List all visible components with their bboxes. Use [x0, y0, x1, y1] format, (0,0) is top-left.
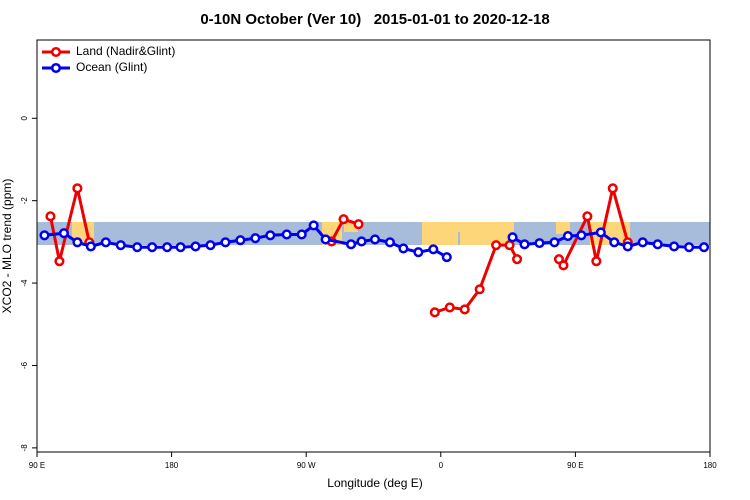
data-point	[58, 228, 69, 239]
y-tick-label: -2	[20, 197, 29, 205]
data-point	[595, 227, 606, 238]
legend-label: Ocean (Glint)	[76, 60, 147, 74]
data-point	[474, 284, 485, 295]
series-line	[44, 223, 448, 259]
x-axis-label: Longitude (deg E)	[327, 476, 422, 490]
y-tick-label: 0	[20, 116, 29, 121]
land-patch	[460, 232, 510, 245]
land-patch	[458, 222, 514, 232]
data-point	[147, 242, 158, 253]
data-point	[622, 241, 633, 252]
data-point	[281, 229, 292, 240]
x-tick-label: 0	[439, 461, 444, 470]
data-point	[353, 219, 364, 230]
data-point	[459, 304, 470, 315]
data-point	[100, 237, 111, 248]
data-point	[235, 235, 246, 246]
data-point	[507, 232, 518, 243]
x-tick-label: 180	[703, 461, 717, 470]
data-point	[369, 234, 381, 245]
land-patch	[422, 222, 458, 245]
x-tick-label: 90 W	[297, 461, 316, 470]
data-point	[162, 242, 173, 253]
y-tick-label: -4	[20, 279, 29, 287]
data-point	[558, 260, 569, 271]
y-axis-label: XCO2 - MLO trend (ppm)	[0, 179, 14, 314]
data-point	[519, 239, 530, 250]
data-point	[190, 241, 201, 252]
data-point	[698, 242, 710, 253]
x-tick-label: 180	[165, 461, 179, 470]
x-tick-label: 90 E	[29, 461, 45, 470]
land-patch	[344, 222, 358, 232]
data-point	[607, 183, 618, 194]
data-point	[296, 229, 307, 240]
legend-label: Land (Nadir&Glint)	[76, 44, 175, 58]
data-point	[356, 236, 367, 247]
data-point	[338, 214, 349, 225]
data-point	[346, 239, 357, 250]
data-point	[549, 237, 560, 248]
data-point	[45, 211, 56, 222]
data-point	[72, 237, 83, 248]
data-point	[441, 252, 452, 263]
data-point	[491, 240, 502, 251]
chart-title: 0-10N October (Ver 10) 2015-01-01 to 202…	[200, 11, 549, 28]
data-point	[250, 233, 261, 244]
data-point	[576, 230, 587, 241]
data-point	[220, 237, 231, 248]
data-point	[413, 247, 424, 258]
plot-frame	[36, 39, 711, 453]
data-point	[54, 256, 65, 267]
data-point	[132, 242, 143, 253]
y-tick-label: -8	[20, 444, 29, 452]
data-point	[637, 237, 648, 248]
series-line	[48, 187, 91, 262]
data-point	[684, 242, 695, 253]
data-point	[582, 211, 593, 222]
data-point	[652, 239, 663, 250]
data-point	[398, 243, 409, 254]
y-tick-label: -6	[20, 361, 29, 369]
x-tick-label: 90 E	[567, 461, 583, 470]
data-point	[85, 241, 96, 252]
data-point	[591, 256, 602, 267]
data-point	[39, 230, 50, 241]
data-point	[512, 254, 523, 265]
legend-marker	[50, 62, 62, 74]
data-point	[115, 240, 126, 251]
data-point	[562, 231, 573, 242]
legend-marker	[50, 46, 62, 58]
data-point	[669, 241, 680, 252]
data-point	[609, 237, 620, 248]
data-point	[175, 242, 186, 253]
data-point	[504, 240, 515, 251]
data-point	[308, 220, 319, 231]
data-point	[384, 237, 396, 248]
data-point	[320, 234, 331, 245]
data-point	[534, 238, 545, 249]
data-point	[429, 307, 440, 318]
data-point	[205, 240, 216, 251]
data-point	[72, 183, 83, 194]
data-point	[265, 230, 276, 241]
land-patch	[556, 222, 570, 234]
data-point	[428, 244, 439, 255]
data-point	[444, 302, 455, 313]
